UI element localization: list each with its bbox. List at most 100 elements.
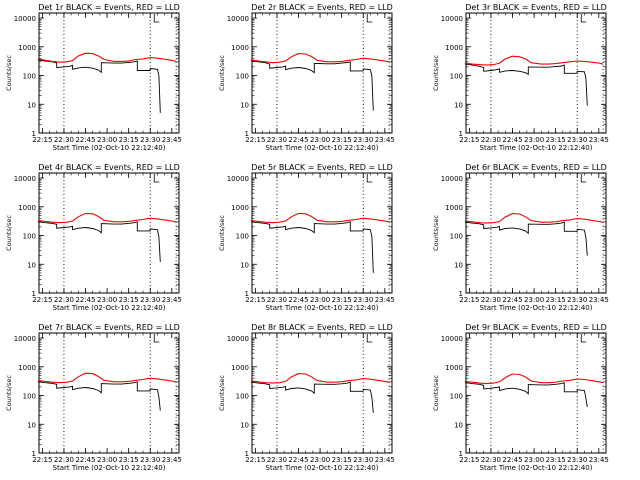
y-tick-label: 100	[236, 73, 249, 81]
x-tick-label: 23:15	[332, 296, 352, 304]
events-series-line	[464, 382, 588, 408]
y-axis-label: Counts/sec	[218, 215, 226, 251]
x-tick-label: 22:30	[481, 296, 501, 304]
y-tick-label: 10000	[441, 335, 463, 343]
y-tick-label: 10000	[227, 15, 249, 23]
x-tick-label: 23:15	[119, 456, 139, 464]
plot-frame	[465, 172, 607, 294]
y-tick-label: 10000	[227, 175, 249, 183]
detector-panel: Det 9r BLACK = Events, RED = LLD 1 10 100 10…	[432, 323, 609, 472]
marker-bracket	[580, 334, 587, 343]
y-tick-label: 1	[32, 450, 36, 458]
x-tick-label: 23:45	[162, 456, 182, 464]
y-tick-label: 1000	[231, 44, 249, 52]
events-series-line	[37, 381, 161, 411]
y-tick-label: 100	[450, 73, 463, 81]
detector-panel: Det 8r BLACK = Events, RED = LLD 1 10 100 10…	[218, 323, 395, 472]
y-tick-label: 10	[27, 101, 36, 109]
plot-frame	[251, 12, 393, 134]
detector-panel: Det 6r BLACK = Events, RED = LLD 1 10 100 10…	[432, 163, 609, 312]
x-tick-label: 23:45	[589, 456, 609, 464]
y-tick-label: 1000	[18, 364, 36, 372]
x-tick-label: 23:30	[140, 456, 160, 464]
marker-bracket	[366, 334, 373, 343]
lld-series-line	[250, 212, 390, 224]
y-tick-label: 1000	[445, 364, 463, 372]
lld-series-line	[37, 372, 177, 384]
plot-frame	[465, 12, 607, 134]
y-tick-label: 1	[245, 290, 249, 298]
y-tick-label: 10	[27, 421, 36, 429]
y-tick-label: 10	[454, 101, 463, 109]
x-tick-label: 22:15	[459, 136, 479, 144]
y-tick-label: 10000	[14, 175, 36, 183]
marker-bracket	[366, 14, 373, 23]
x-tick-label: 22:15	[32, 136, 52, 144]
x-tick-label: 23:45	[589, 136, 609, 144]
lld-series-line	[464, 373, 604, 385]
x-tick-label: 22:30	[54, 456, 74, 464]
x-tick-label: 23:00	[97, 456, 117, 464]
x-tick-label: 22:15	[32, 296, 52, 304]
x-tick-label: 23:30	[567, 296, 587, 304]
x-tick-label: 23:00	[310, 296, 330, 304]
y-axis-label: Counts/sec	[432, 215, 440, 251]
x-tick-label: 23:45	[162, 296, 182, 304]
x-tick-label: 22:45	[288, 456, 308, 464]
x-tick-label: 23:15	[546, 136, 566, 144]
x-tick-label: 23:30	[140, 136, 160, 144]
detector-panel: Det 7r BLACK = Events, RED = LLD 1 10 100 10…	[5, 323, 182, 472]
y-tick-label: 1	[245, 450, 249, 458]
marker-bracket	[366, 174, 373, 183]
x-tick-label: 22:30	[267, 456, 287, 464]
plot-frame	[465, 332, 607, 454]
y-tick-label: 1000	[18, 204, 36, 212]
x-axis-label: Start Time (02-Oct-10 22:12:40)	[480, 304, 593, 312]
y-tick-label: 1000	[231, 204, 249, 212]
x-axis-label: Start Time (02-Oct-10 22:12:40)	[266, 464, 379, 472]
x-tick-label: 23:30	[567, 136, 587, 144]
marker-bracket	[153, 174, 160, 183]
y-tick-label: 10	[454, 421, 463, 429]
x-tick-label: 23:00	[524, 136, 544, 144]
x-axis-label: Start Time (02-Oct-10 22:12:40)	[480, 464, 593, 472]
y-axis-label: Counts/sec	[218, 375, 226, 411]
y-axis-label: Counts/sec	[5, 215, 13, 251]
x-tick-label: 22:45	[502, 136, 522, 144]
events-series-line	[37, 221, 161, 263]
panel-title: Det 4r BLACK = Events, RED = LLD	[38, 163, 180, 172]
plot-frame	[38, 12, 180, 134]
panel-title: Det 7r BLACK = Events, RED = LLD	[38, 323, 180, 332]
detector-panel: Det 3r BLACK = Events, RED = LLD 1 10 100 10…	[432, 3, 609, 152]
y-tick-label: 1000	[445, 204, 463, 212]
x-tick-label: 23:00	[310, 456, 330, 464]
panel-title: Det 6r BLACK = Events, RED = LLD	[465, 163, 607, 172]
lld-series-line	[250, 373, 390, 384]
panel-title: Det 9r BLACK = Events, RED = LLD	[465, 323, 607, 332]
x-axis-label: Start Time (02-Oct-10 22:12:40)	[53, 304, 166, 312]
x-tick-label: 23:45	[375, 296, 395, 304]
x-tick-label: 22:45	[288, 296, 308, 304]
events-series-line	[250, 381, 374, 413]
x-tick-label: 22:15	[245, 456, 265, 464]
marker-bracket	[580, 174, 587, 183]
plot-frame	[251, 332, 393, 454]
y-axis-label: Counts/sec	[218, 55, 226, 91]
x-tick-label: 22:15	[459, 296, 479, 304]
x-tick-label: 23:15	[546, 296, 566, 304]
y-tick-label: 10000	[14, 15, 36, 23]
x-tick-label: 22:30	[267, 296, 287, 304]
panel-title: Det 8r BLACK = Events, RED = LLD	[251, 323, 393, 332]
x-tick-label: 23:00	[310, 136, 330, 144]
y-tick-label: 100	[23, 73, 36, 81]
detector-panel: Det 4r BLACK = Events, RED = LLD 1 10 100 10…	[5, 163, 182, 312]
x-tick-label: 22:45	[75, 456, 95, 464]
x-tick-label: 23:00	[524, 296, 544, 304]
y-tick-label: 100	[23, 393, 36, 401]
x-tick-label: 22:45	[75, 296, 95, 304]
y-tick-label: 10	[240, 101, 249, 109]
plot-frame	[38, 172, 180, 294]
x-tick-label: 22:30	[54, 136, 74, 144]
x-tick-label: 23:30	[353, 136, 373, 144]
x-axis-label: Start Time (02-Oct-10 22:12:40)	[53, 144, 166, 152]
